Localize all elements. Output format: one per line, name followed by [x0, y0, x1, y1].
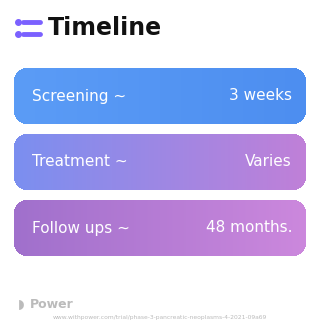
Text: Follow ups ~: Follow ups ~ [32, 220, 130, 235]
Text: 48 months.: 48 months. [205, 220, 292, 235]
Text: Varies: Varies [245, 154, 292, 169]
Text: ◗: ◗ [18, 299, 25, 312]
Text: Screening ~: Screening ~ [32, 89, 126, 104]
Text: www.withpower.com/trial/phase-3-pancreatic-neoplasms-4-2021-09a69: www.withpower.com/trial/phase-3-pancreat… [53, 316, 267, 320]
Text: Treatment ~: Treatment ~ [32, 154, 128, 169]
Text: Power: Power [30, 299, 74, 312]
Text: 3 weeks: 3 weeks [229, 89, 292, 104]
Text: Timeline: Timeline [48, 16, 162, 40]
